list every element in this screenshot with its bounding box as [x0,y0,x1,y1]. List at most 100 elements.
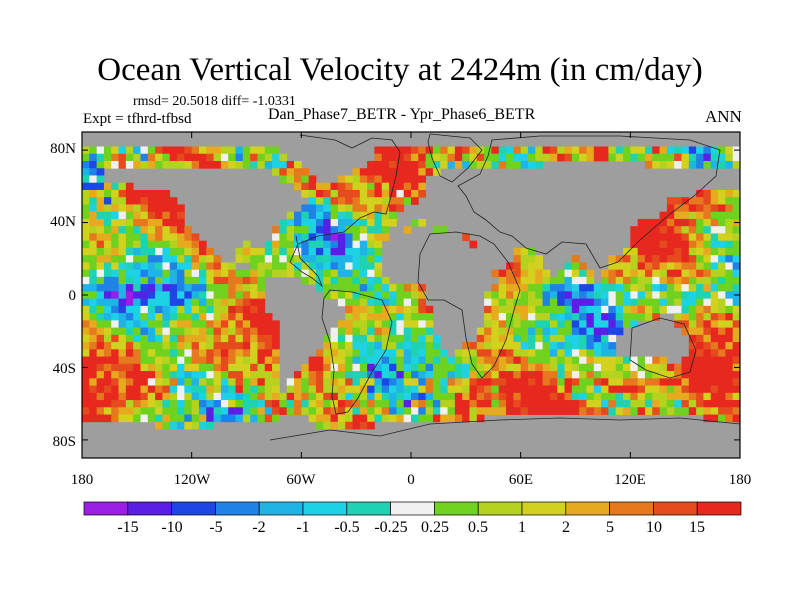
ocean-cell [520,363,529,372]
ocean-cell [725,356,734,365]
ocean-cell [549,349,558,357]
ocean-cell [732,327,740,336]
ocean-cell [710,342,719,350]
ocean-cell [147,233,156,242]
ocean-cell [630,233,639,242]
ocean-cell [593,327,602,336]
ocean-cell [447,153,456,162]
ocean-cell [527,160,536,169]
ocean-cell [235,327,244,336]
ocean-cell [564,276,573,285]
ocean-cell [96,392,105,401]
ocean-cell [140,305,149,314]
ocean-cell [418,356,427,365]
ocean-cell [601,385,609,394]
ocean-cell [571,269,580,278]
ocean-cell [527,363,536,372]
ocean-cell [652,305,660,314]
ocean-cell [681,363,690,372]
ocean-cell [169,356,178,365]
ocean-cell [542,269,551,278]
ocean-cell [564,392,573,401]
ocean-cell [96,400,105,408]
ocean-cell [103,226,112,234]
ocean-cell [133,378,141,386]
ocean-cell [323,211,331,220]
ocean-cell [315,211,324,220]
ocean-cell [352,327,361,336]
ocean-cell [133,240,141,249]
ocean-cell [644,226,653,234]
ocean-cell [118,189,127,198]
ocean-cell [601,407,609,415]
ocean-cell [411,363,419,372]
ocean-cell [103,400,112,408]
ocean-cell [147,153,156,162]
ocean-cell [637,305,646,314]
ocean-cell [389,146,397,155]
ocean-cell [330,407,339,415]
ocean-cell [286,378,295,386]
ocean-cell [440,385,448,394]
ocean-cell [659,276,668,285]
ocean-cell [264,313,273,321]
ocean-cell [440,356,448,365]
ocean-cell [557,305,565,314]
ocean-cell [454,371,463,379]
ocean-cell [718,327,726,336]
ocean-cell [367,313,375,321]
ocean-cell [557,342,565,350]
ocean-cell [527,313,536,321]
ocean-cell [213,392,222,401]
ocean-cell [242,276,251,285]
ocean-cell [498,305,507,314]
ocean-cell [352,349,361,357]
ocean-cell [411,334,419,343]
ocean-cell [696,240,704,249]
ocean-cell [294,211,302,220]
ocean-cell [579,291,587,300]
ocean-cell [593,385,602,394]
ocean-cell [389,189,397,198]
ocean-cell [103,371,112,379]
ocean-cell [272,363,280,372]
ocean-cell [440,407,448,415]
ocean-cell [411,218,419,227]
ocean-cell [184,421,193,430]
ocean-cell [418,400,427,408]
ocean-cell [155,392,163,401]
ocean-cell [96,342,105,350]
ocean-cell [147,269,156,278]
ocean-cell [191,400,200,408]
ocean-cell [681,153,690,162]
ocean-cell [630,356,639,365]
ocean-cell [228,327,236,336]
ocean-cell [403,327,412,336]
ocean-cell [506,153,514,162]
ocean-cell [359,363,368,372]
ocean-cell [82,298,90,307]
ocean-cell [125,240,134,249]
ocean-cell [688,153,697,162]
ocean-cell [155,204,163,213]
ocean-cell [89,276,98,285]
ocean-cell [264,407,273,415]
ocean-cell [177,349,185,357]
ocean-cell [681,262,690,271]
ocean-cell [623,269,631,278]
ocean-cell [301,240,310,249]
ocean-cell [374,334,383,343]
ocean-cell [206,327,214,336]
ocean-cell [345,363,353,372]
ocean-cell [111,284,119,292]
ocean-cell [732,371,740,379]
ocean-cell [125,197,134,205]
ocean-cell [103,385,112,394]
ocean-cell [564,407,573,415]
ocean-cell [257,371,266,379]
ocean-cell [286,211,295,220]
ocean-cell [389,342,397,350]
ocean-cell [301,255,310,263]
ocean-cell [330,284,339,292]
ocean-cell [411,385,419,394]
